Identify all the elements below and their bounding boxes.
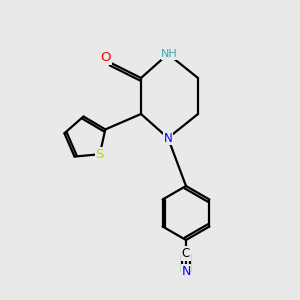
Text: C: C [182, 247, 190, 260]
Text: NH: NH [161, 49, 178, 59]
Text: O: O [100, 51, 111, 64]
Text: N: N [164, 131, 172, 145]
Text: S: S [96, 148, 104, 161]
Text: N: N [181, 265, 191, 278]
